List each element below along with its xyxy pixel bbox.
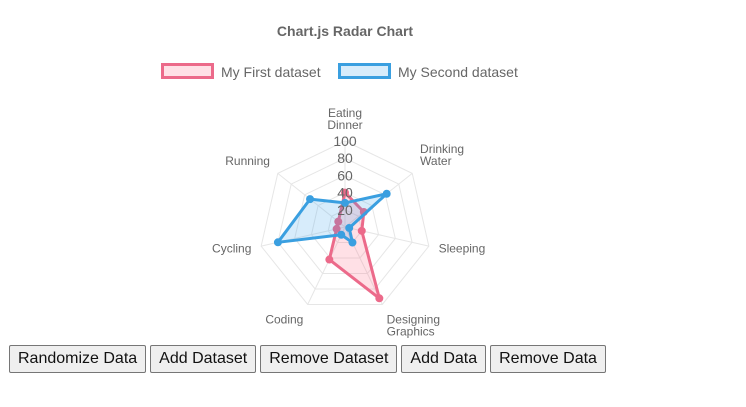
remove-data-button[interactable]: Remove Data <box>490 345 606 373</box>
series-2-point-3[interactable] <box>345 223 354 232</box>
grid-ring-4 <box>277 157 413 290</box>
point-label-6-line-1: Cycling <box>212 241 251 255</box>
series-1-point-1[interactable] <box>341 188 349 197</box>
series-1-point-6[interactable] <box>332 224 341 233</box>
remove-dataset-button[interactable]: Remove Dataset <box>260 345 398 373</box>
radar-chart: Chart.js Radar Chart My First dataset My … <box>161 23 518 338</box>
grid-ring-5 <box>260 140 430 305</box>
point-label-5: Coding <box>265 312 303 326</box>
toolbar: Randomize Data Add Dataset Remove Datase… <box>9 345 606 373</box>
series-2-point-2[interactable] <box>382 189 391 198</box>
grid-ring-2 <box>310 192 380 259</box>
point-label-6: Cycling <box>212 241 251 255</box>
point-label-3-line-1: Sleeping <box>439 241 486 255</box>
series-2-point-1[interactable] <box>341 198 349 207</box>
series-2-point-5[interactable] <box>337 230 346 239</box>
series-1-point-7[interactable] <box>334 217 343 226</box>
point-label-2-line-1: Drinking <box>420 142 464 156</box>
point-label-7: Running <box>225 154 270 168</box>
tick-label-60: 60 <box>337 167 353 183</box>
tick-label-20: 20 <box>337 202 353 218</box>
tick-label-100: 100 <box>333 133 357 149</box>
point-label-1-line-1: Eating <box>328 106 362 120</box>
series-2 <box>273 189 391 247</box>
point-label-4-line-1: Designing <box>387 312 440 326</box>
tick-label-80: 80 <box>337 150 353 166</box>
legend-item-2[interactable]: My Second dataset <box>338 63 518 80</box>
series-2-point-7[interactable] <box>306 195 315 204</box>
tick-label-40: 40 <box>337 185 353 201</box>
point-label-2-line-2: Water <box>420 154 452 168</box>
radar-series <box>273 188 391 303</box>
legend-label-1: My First dataset <box>221 64 321 80</box>
chart-legend[interactable]: My First dataset My Second dataset <box>161 63 518 80</box>
series-1-point-4[interactable] <box>375 294 384 303</box>
point-label-7-line-1: Running <box>225 154 270 168</box>
add-data-button[interactable]: Add Data <box>401 345 487 373</box>
point-label-1-line-2: Dinner <box>327 118 362 132</box>
add-dataset-button[interactable]: Add Dataset <box>150 345 257 373</box>
legend-item-1[interactable]: My First dataset <box>161 63 321 80</box>
series-1-point-5[interactable] <box>325 255 334 264</box>
chart-title: Chart.js Radar Chart <box>277 23 413 39</box>
point-label-3: Sleeping <box>439 241 486 255</box>
angle-line-5 <box>307 226 346 305</box>
randomize-data-button[interactable]: Randomize Data <box>9 345 147 373</box>
series-2-point-6[interactable] <box>273 238 282 247</box>
radar-grid <box>260 140 430 305</box>
legend-label-2: My Second dataset <box>398 64 518 80</box>
point-label-5-line-1: Coding <box>265 312 303 326</box>
series-2-point-4[interactable] <box>348 238 357 247</box>
series-2-area <box>276 192 389 244</box>
legend-swatch-1 <box>161 63 214 79</box>
series-1-point-3[interactable] <box>357 226 366 235</box>
legend-swatch-2 <box>338 63 391 79</box>
point-label-4-line-2: Graphics <box>387 324 435 338</box>
